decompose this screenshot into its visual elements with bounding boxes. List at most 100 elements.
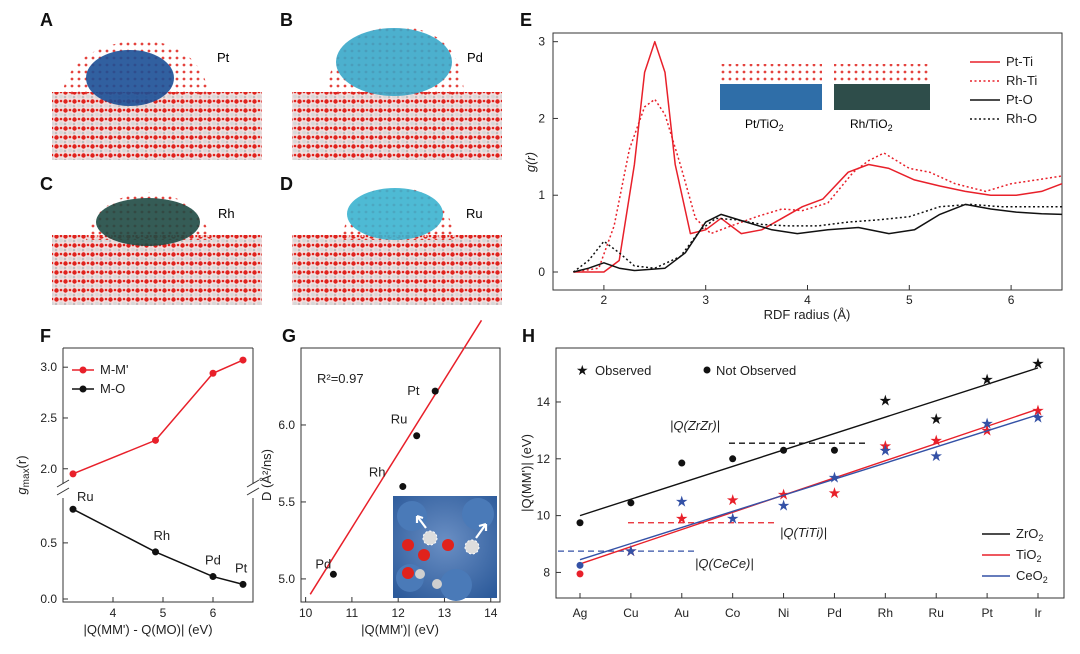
star-marker: ★	[929, 411, 942, 428]
panel-label-f: F	[40, 326, 51, 346]
legend-marker	[79, 366, 87, 374]
y-tick-label: 14	[537, 395, 551, 409]
y-tick-label: 3	[538, 35, 545, 49]
legend-label: Pt-O	[1006, 92, 1033, 107]
data-point	[152, 436, 159, 444]
data-point	[209, 573, 217, 581]
oxygen-atom	[442, 539, 454, 551]
legend-label: Not Observed	[716, 363, 796, 378]
data-point	[576, 561, 584, 569]
support-atom	[440, 569, 472, 601]
threshold-label: |Q(TiTi)|	[780, 525, 827, 540]
x-axis-label: |Q(MM')| (eV)	[361, 622, 439, 637]
x-tick-label: Co	[725, 606, 741, 620]
y-tick-label: 10	[537, 509, 551, 523]
point-label: Rh	[154, 528, 171, 543]
star-marker: ★	[980, 415, 993, 432]
legend-label: M-M'	[100, 362, 128, 377]
legend-label: Pt-Ti	[1006, 54, 1033, 69]
data-point	[780, 446, 788, 454]
series-group: Pd Rh Ru Pt	[309, 319, 483, 595]
metal-label: Pd	[467, 50, 483, 65]
x-tick-label: Ni	[778, 606, 789, 620]
plot-frame	[555, 347, 1065, 599]
metal-label: Pt	[217, 50, 230, 65]
data-point	[627, 499, 635, 507]
metal-atom	[464, 539, 480, 555]
data-point	[239, 356, 247, 364]
r-squared-annotation: R²=0.97	[317, 371, 364, 386]
star-marker: ★	[828, 485, 841, 502]
x-tick-label: 10	[299, 606, 313, 620]
axis-ticks: 10 11 12 13 14 5.0 5.5 6.0	[278, 418, 497, 620]
marker-legend: ★ Observed Not Observed	[576, 362, 796, 378]
slab	[292, 235, 502, 305]
structure-c: Rh	[52, 192, 262, 305]
metal-label: Rh	[218, 206, 235, 221]
nanoparticle	[96, 198, 200, 246]
series-line-rh-o	[572, 203, 1062, 273]
point-label: Ru	[77, 489, 94, 504]
data-point	[729, 455, 737, 463]
nanoparticle	[86, 50, 174, 106]
point-label: Pd	[315, 556, 331, 571]
pt-inset-label: Pt/TiO2	[745, 117, 784, 133]
y-tick-label: 2	[538, 111, 545, 125]
x-axis-label: |Q(MM') - Q(MO)| (eV)	[83, 622, 212, 637]
data-point	[152, 548, 159, 556]
surface-inset	[393, 496, 497, 601]
panel-label-e: E	[520, 10, 532, 30]
rh-inset-surface	[834, 64, 930, 84]
data-point	[576, 519, 584, 527]
y-tick-label: 6.0	[278, 418, 295, 432]
fit-line	[579, 367, 1039, 517]
data-point	[69, 505, 77, 513]
oxygen-atom	[402, 567, 414, 579]
star-marker: ★	[879, 393, 892, 410]
legend-label: Rh-Ti	[1006, 73, 1037, 88]
star-marker: ★	[624, 543, 637, 560]
legend: ZrO2 TiO2 CeO2	[982, 526, 1048, 585]
y-tick-label: 3.0	[40, 360, 57, 374]
legend: M-M' M-O	[72, 362, 128, 396]
x-tick-label: Pd	[827, 606, 842, 620]
star-marker: ★	[1031, 410, 1044, 427]
structure-a: Pt	[52, 40, 262, 160]
star-marker: ★	[828, 469, 841, 486]
axis-break	[56, 479, 260, 496]
x-tick-label: 6	[210, 606, 217, 620]
legend-label: TiO2	[1016, 547, 1041, 564]
series-line-rh-ti	[573, 98, 1063, 273]
pt-inset-surface	[720, 64, 822, 84]
star-marker: ★	[777, 498, 790, 515]
gmax-chart: 4 5 6 2.0 2.5 3.0 0.0 0.5 Ru Rh Pd Pt |Q(MM') - Q(…	[14, 347, 260, 637]
star-marker: ★	[1031, 356, 1044, 373]
x-tick-label: Cu	[623, 606, 638, 620]
star-marker: ★	[879, 438, 892, 455]
fit-line	[579, 414, 1039, 561]
structure-d: Ru	[292, 186, 502, 305]
point-label: Pt	[407, 383, 420, 398]
series-group: |Q(ZrZr)||Q(TiTi)||Q(CeCe)|★★★★★★★ ★★ ★★★★…	[558, 356, 1045, 578]
x-tick-label: Ru	[929, 606, 944, 620]
series-line-pt-o	[573, 203, 1063, 273]
metal-atom	[432, 579, 442, 589]
y-tick-label: 12	[537, 452, 551, 466]
star-marker: ★	[675, 510, 688, 527]
series-group	[572, 40, 1063, 273]
y-axis-label: |Q(MM')| (eV)	[519, 434, 534, 512]
legend-label: CeO2	[1016, 568, 1048, 585]
y-tick-label: 2.0	[40, 462, 57, 476]
structure-b: Pd	[292, 26, 502, 160]
legend-label: ZrO2	[1016, 526, 1043, 543]
legend-label: Rh-O	[1006, 111, 1037, 126]
star-icon: ★	[576, 362, 589, 378]
point-label: Pd	[205, 553, 221, 568]
x-tick-label: Ir	[1034, 606, 1041, 620]
axis-ticks: 2 3 4 5 6 0 1 2 3	[538, 35, 1014, 307]
x-tick-label: Ag	[573, 606, 588, 620]
diffusion-chart: 10 11 12 13 14 5.0 5.5 6.0 Pd Rh Ru Pt |Q(MM')| (e…	[259, 319, 501, 637]
panel-label-h: H	[522, 326, 535, 346]
x-tick-label: 4	[804, 293, 811, 307]
